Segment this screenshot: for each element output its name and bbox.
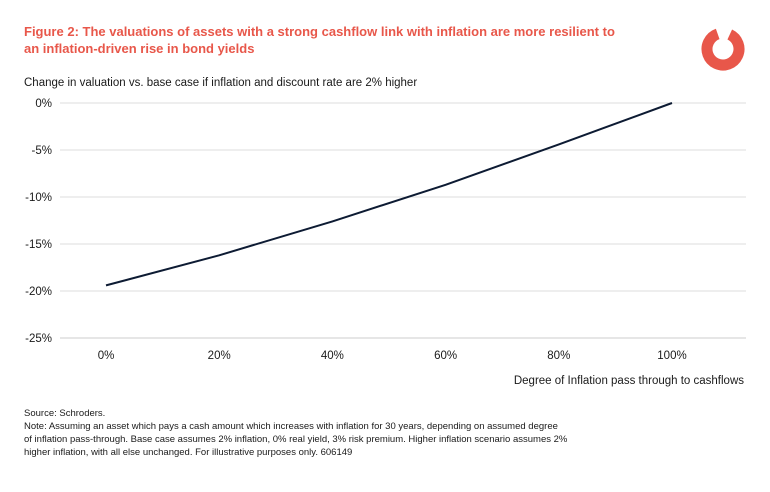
x-tick-label: 60%	[434, 350, 457, 362]
y-tick-label: -5%	[32, 145, 52, 157]
y-tick-label: -20%	[25, 286, 52, 298]
y-tick-label: 0%	[35, 98, 52, 110]
y-axis-label: Change in valuation vs. base case if inf…	[24, 77, 418, 89]
x-tick-label: 0%	[98, 350, 115, 362]
series-line	[105, 102, 673, 287]
x-axis-label: Degree of Inflation pass through to cash…	[514, 375, 744, 387]
chart-title: Figure 2: The valuations of assets with …	[24, 24, 615, 56]
x-tick-label: 40%	[321, 350, 344, 362]
source-note: Source: Schroders.	[24, 408, 106, 419]
footer: Source: Schroders. Note: Assuming an ass…	[24, 407, 664, 459]
note-line-3: higher inflation, with all else unchange…	[24, 447, 353, 458]
x-tick-label: 80%	[547, 350, 570, 362]
note-line-1: Note: Assuming an asset which pays a cas…	[24, 421, 558, 432]
schroders-ring-logo-icon	[701, 27, 745, 71]
x-tick-label: 20%	[208, 350, 231, 362]
x-tick-label: 100%	[657, 350, 686, 362]
y-tick-label: -10%	[25, 192, 52, 204]
y-tick-label: -25%	[25, 333, 52, 345]
y-tick-label: -15%	[25, 239, 52, 251]
note-line-2: of inflation pass-through. Base case ass…	[24, 434, 568, 445]
